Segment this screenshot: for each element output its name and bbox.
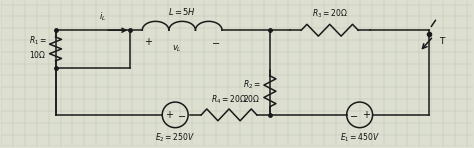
Text: T: T xyxy=(439,37,445,46)
Text: $-$: $-$ xyxy=(349,110,358,120)
Text: $R_1=$
$10\Omega$: $R_1=$ $10\Omega$ xyxy=(28,34,46,60)
Text: $L=5H$: $L=5H$ xyxy=(168,6,196,17)
Text: $v_L$: $v_L$ xyxy=(172,44,182,54)
Text: $E_2=250V$: $E_2=250V$ xyxy=(155,132,195,144)
Text: $R_4=20\Omega$: $R_4=20\Omega$ xyxy=(211,94,247,106)
Text: $i_L$: $i_L$ xyxy=(99,11,106,23)
Text: $E_1=450V$: $E_1=450V$ xyxy=(340,132,380,144)
Text: $-$: $-$ xyxy=(211,37,220,47)
Text: +: + xyxy=(165,110,173,120)
Text: +: + xyxy=(362,110,370,120)
Text: $R_3= 20\Omega$: $R_3= 20\Omega$ xyxy=(312,8,347,20)
Text: $R_2=$
$20\Omega$: $R_2=$ $20\Omega$ xyxy=(243,79,261,104)
Text: +: + xyxy=(144,37,152,47)
Text: $-$: $-$ xyxy=(177,110,186,120)
